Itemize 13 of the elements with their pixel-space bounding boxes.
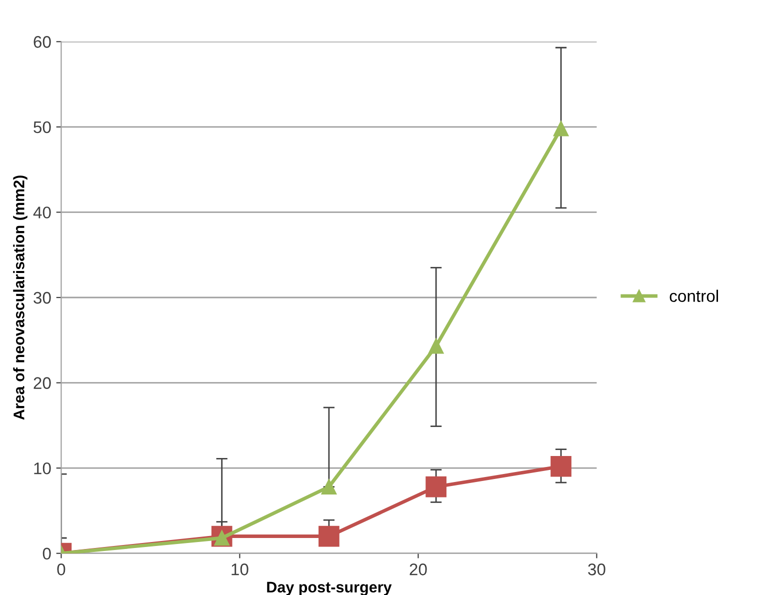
y-tick-label: 40 xyxy=(33,206,51,218)
x-tick-label: 0 xyxy=(57,564,66,576)
x-tick-label: 10 xyxy=(232,564,248,576)
y-axis-title: Area of neovascularisation (mm2) xyxy=(13,176,28,420)
y-tick-label: 0 xyxy=(42,548,51,560)
y-tick-label: 50 xyxy=(34,121,51,134)
x-tick-label: 20 xyxy=(410,564,427,576)
y-tick-label: 20 xyxy=(34,377,51,389)
y-tick-label: 30 xyxy=(34,292,51,304)
x-tick-label: 30 xyxy=(588,564,606,576)
y-tick-label: 10 xyxy=(34,462,51,474)
y-tick-label: 60 xyxy=(34,36,51,48)
legend-label: control xyxy=(670,290,718,302)
